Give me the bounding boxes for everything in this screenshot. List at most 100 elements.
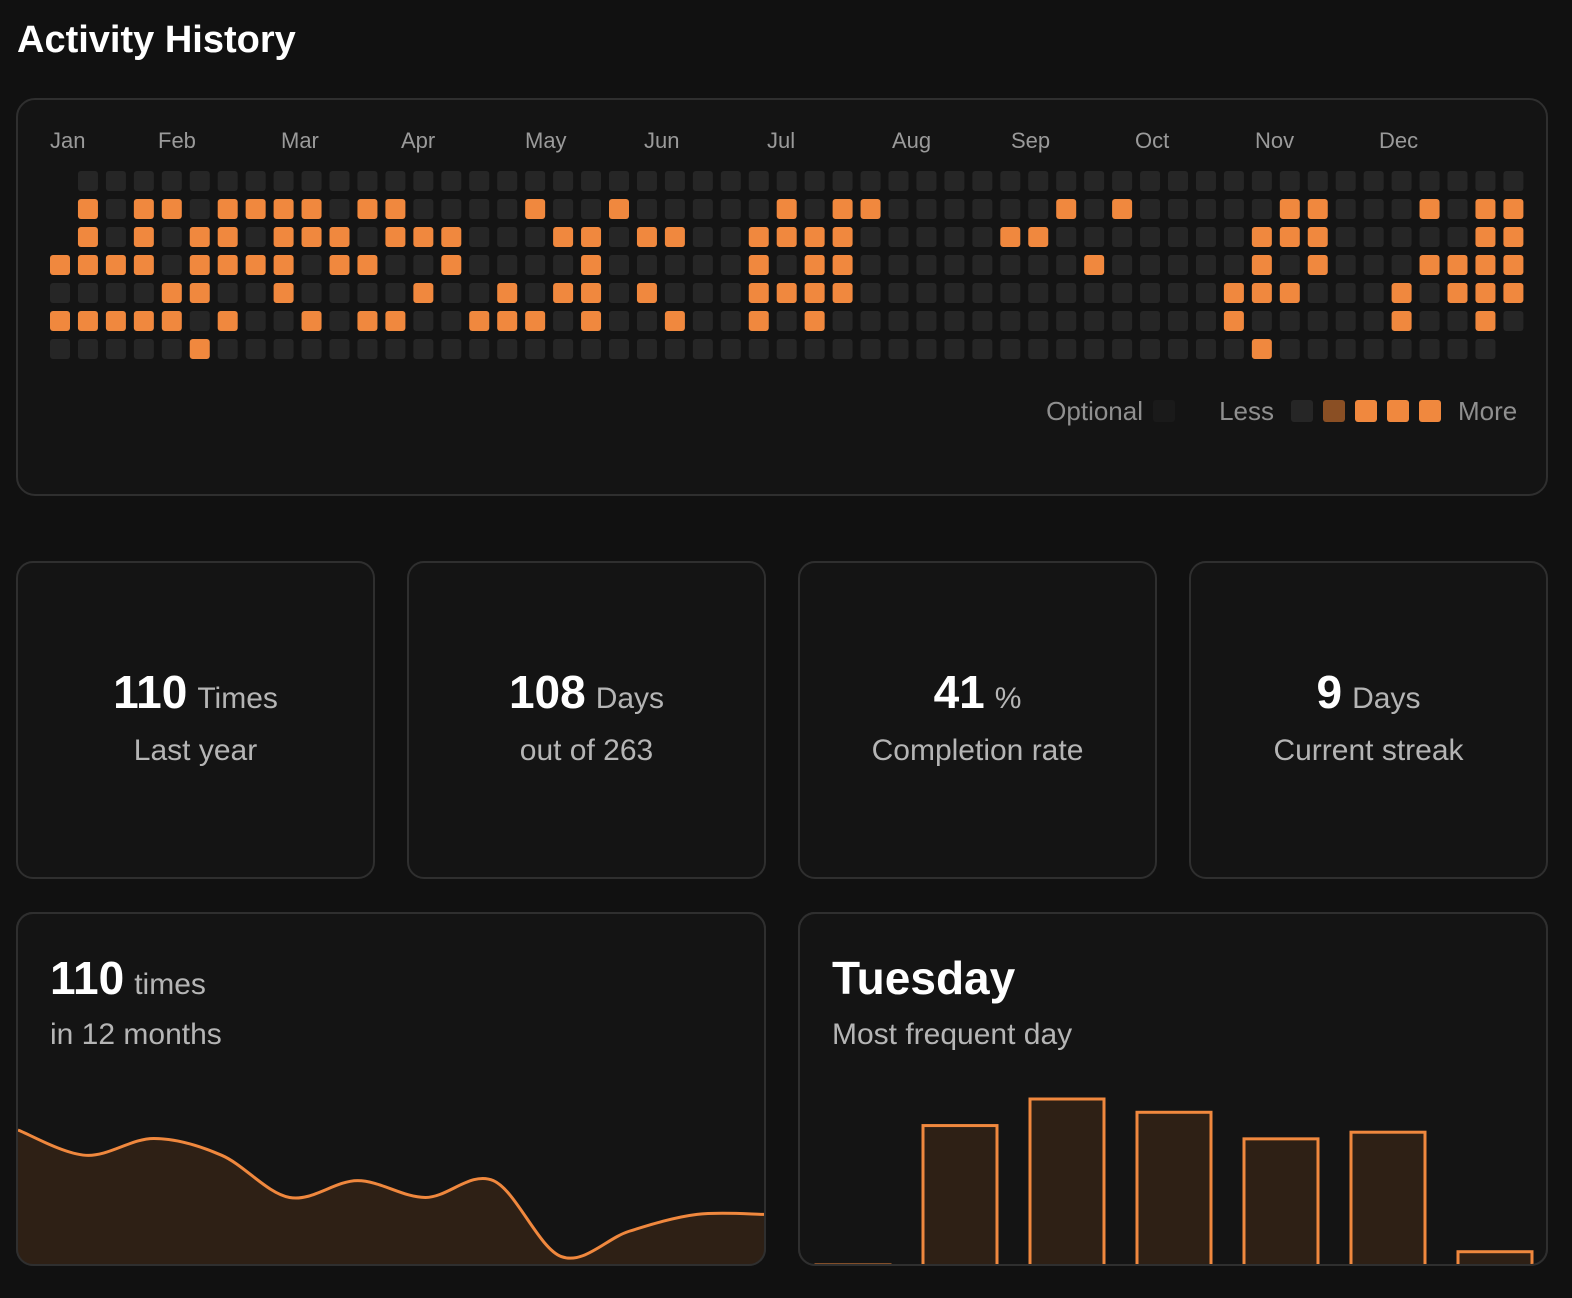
day-cell (161, 283, 182, 303)
day-cell (944, 311, 965, 331)
day-cell (1391, 227, 1412, 247)
day-cell (664, 199, 685, 219)
day-cell (1056, 311, 1077, 331)
month-label: Sep (1011, 128, 1050, 153)
day-cell (273, 255, 294, 275)
day-cell (1112, 283, 1133, 303)
day-cell (1000, 339, 1021, 359)
day-cell (636, 255, 657, 275)
day-cell (1028, 311, 1049, 331)
day-cell (385, 283, 406, 303)
day-cell (245, 283, 266, 303)
day-cell (329, 199, 350, 219)
stat-label: Current streak (1273, 734, 1464, 767)
day-cell (720, 255, 741, 275)
day-cell (1195, 255, 1216, 275)
day-cell (1391, 199, 1412, 219)
day-cell (1279, 339, 1300, 359)
day-cell (1000, 199, 1021, 219)
day-cell (525, 227, 546, 247)
day-cell (273, 311, 294, 331)
day-cell (1000, 171, 1021, 191)
day-cell (245, 311, 266, 331)
day-cell (1028, 199, 1049, 219)
day-cell (1223, 339, 1244, 359)
day-cell (748, 227, 769, 247)
day-cell (469, 339, 490, 359)
stat-card (16, 561, 375, 879)
day-cell (273, 171, 294, 191)
day-cell (469, 283, 490, 303)
day-cell (189, 255, 210, 275)
day-cell (581, 255, 602, 275)
day-cell (497, 255, 518, 275)
day-cell (469, 199, 490, 219)
day-cell (1251, 283, 1272, 303)
day-cell (748, 171, 769, 191)
day-cell (1056, 227, 1077, 247)
day-cell (525, 199, 546, 219)
day-cell (1419, 311, 1440, 331)
day-cell (497, 339, 518, 359)
day-cell (1140, 339, 1161, 359)
day-cell (720, 171, 741, 191)
day-cell (692, 171, 713, 191)
day-cell (692, 339, 713, 359)
day-cell (1084, 311, 1105, 331)
day-cell (1223, 199, 1244, 219)
bar (1456, 1250, 1534, 1265)
day-cell (692, 311, 713, 331)
day-cell (609, 255, 629, 275)
day-cell (441, 255, 462, 275)
day-cell (50, 255, 70, 275)
day-cell (357, 283, 378, 303)
day-cell (776, 171, 797, 191)
day-cell (1140, 171, 1161, 191)
legend-swatch (1323, 400, 1345, 422)
day-cell (664, 339, 685, 359)
legend-label: Less (1219, 396, 1274, 426)
day-cell (1335, 311, 1356, 331)
stat-number: 108 (509, 666, 586, 718)
day-cell (832, 339, 853, 359)
day-cell (804, 283, 825, 303)
day-cell (860, 255, 881, 275)
day-cell (413, 339, 434, 359)
stat-unit: Times (197, 682, 278, 715)
day-cell (776, 283, 797, 303)
area-line (17, 1128, 765, 1260)
day-cell (1475, 311, 1496, 331)
day-cell (217, 199, 238, 219)
legend-swatch (1153, 400, 1175, 422)
day-cell (1363, 227, 1384, 247)
bar (1028, 1097, 1106, 1265)
day-cell (329, 255, 350, 275)
day-cell (1307, 199, 1328, 219)
day-cell (972, 227, 993, 247)
day-cell (77, 283, 98, 303)
day-cell (1028, 255, 1049, 275)
day-cell (916, 283, 937, 303)
day-cell (1251, 171, 1272, 191)
day-cell (1279, 227, 1300, 247)
day-cell (916, 171, 937, 191)
day-cell (720, 311, 741, 331)
day-cell (1503, 283, 1524, 303)
day-cell (105, 227, 126, 247)
day-cell (189, 311, 210, 331)
day-cell (1112, 171, 1133, 191)
month-label: Jul (767, 128, 795, 153)
day-cell (217, 311, 238, 331)
day-cell (636, 171, 657, 191)
day-cell (1335, 283, 1356, 303)
day-cell (1447, 283, 1468, 303)
day-cell (105, 255, 126, 275)
day-cell (1084, 171, 1105, 191)
day-cell (944, 227, 965, 247)
day-cell (944, 199, 965, 219)
day-cell (776, 311, 797, 331)
day-cell (804, 255, 825, 275)
day-cell (1028, 171, 1049, 191)
day-cell (1307, 227, 1328, 247)
